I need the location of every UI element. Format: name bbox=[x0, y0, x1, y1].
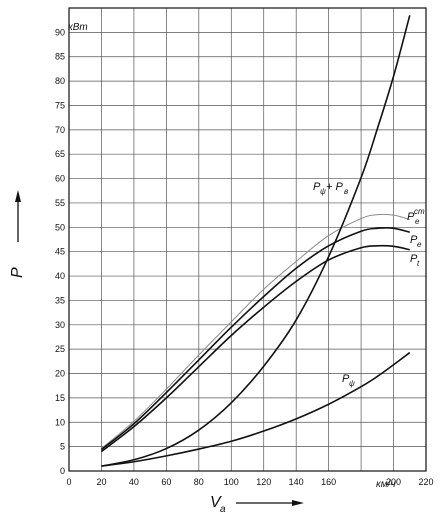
svg-text:P: P bbox=[410, 253, 418, 265]
x-tick-label: 140 bbox=[289, 477, 304, 487]
svg-text:ст: ст bbox=[414, 207, 425, 216]
svg-text:P: P bbox=[342, 373, 350, 385]
series-layer bbox=[100, 15, 411, 467]
y-tick-label: 65 bbox=[55, 149, 65, 159]
label-pst: P ст e bbox=[407, 207, 425, 226]
series-p-psi-plus-p-w bbox=[101, 15, 411, 467]
svg-text:P: P bbox=[410, 234, 418, 246]
y-axis-arrow-head bbox=[15, 190, 21, 202]
label-pt: P t bbox=[410, 253, 420, 268]
y-tick-label: 70 bbox=[55, 125, 65, 135]
x-tick-label: 40 bbox=[129, 477, 139, 487]
grid-layer bbox=[69, 8, 426, 471]
y-tick-label: 10 bbox=[55, 417, 65, 427]
x-tick-label: 100 bbox=[224, 477, 239, 487]
y-axis-title: P bbox=[9, 267, 26, 278]
y-tick-label: 90 bbox=[55, 27, 65, 37]
x-unit-label: км/ч bbox=[376, 479, 396, 490]
y-tick-label: 0 bbox=[60, 466, 65, 476]
svg-text:ψ: ψ bbox=[320, 187, 326, 196]
series-p-t bbox=[100, 244, 410, 453]
y-unit-label: кВт bbox=[68, 22, 88, 33]
x-tick-label: 60 bbox=[161, 477, 171, 487]
y-tick-label: 75 bbox=[55, 100, 65, 110]
x-axis-arrow-head bbox=[292, 500, 304, 506]
label-sum: P ψ + P в bbox=[313, 181, 348, 196]
series-p-e bbox=[100, 227, 410, 451]
svg-text:+ P: + P bbox=[326, 181, 343, 193]
curve-labels: кВт км/ч P V a P ψ + P в P ст e P e bbox=[9, 22, 425, 515]
label-pe: P e bbox=[410, 234, 422, 249]
y-tick-label: 5 bbox=[60, 442, 65, 452]
x-tick-label: 0 bbox=[66, 477, 71, 487]
y-tick-label: 15 bbox=[55, 393, 65, 403]
svg-text:P: P bbox=[313, 181, 321, 193]
x-tick-label: 220 bbox=[418, 477, 433, 487]
y-tick-label: 45 bbox=[55, 247, 65, 257]
x-tick-label: 120 bbox=[256, 477, 271, 487]
plot-border bbox=[68, 7, 427, 472]
y-tick-label: 60 bbox=[55, 174, 65, 184]
y-tick-label: 40 bbox=[55, 271, 65, 281]
x-tick-label: 200 bbox=[386, 477, 401, 487]
x-tick-label: 20 bbox=[96, 477, 106, 487]
x-axis-title-sub: a bbox=[220, 504, 226, 515]
x-tick-label: 160 bbox=[321, 477, 336, 487]
y-tick-label: 80 bbox=[55, 76, 65, 86]
y-tick-label: 20 bbox=[55, 369, 65, 379]
y-tick-label: 50 bbox=[55, 222, 65, 232]
x-axis-title: V bbox=[210, 494, 222, 511]
tick-labels: 0 20 40 60 80 100 120 140 160 200 220 0 5 10 15 20 25 30 3… bbox=[55, 27, 434, 487]
y-tick-label: 85 bbox=[55, 52, 65, 62]
x-tick-label: 80 bbox=[194, 477, 204, 487]
svg-text:e: e bbox=[415, 217, 420, 226]
series-p-psi bbox=[101, 351, 411, 467]
plot-frame bbox=[68, 7, 427, 472]
y-tick-label: 35 bbox=[55, 295, 65, 305]
svg-text:P: P bbox=[407, 211, 415, 223]
svg-text:e: e bbox=[417, 240, 422, 249]
y-tick-label: 25 bbox=[55, 344, 65, 354]
y-tick-label: 30 bbox=[55, 320, 65, 330]
label-ppsi: P ψ bbox=[342, 373, 355, 388]
svg-text:ψ: ψ bbox=[349, 379, 355, 388]
series-p-st-e bbox=[101, 213, 410, 449]
svg-text:t: t bbox=[417, 259, 420, 268]
y-tick-label: 55 bbox=[55, 198, 65, 208]
svg-text:в: в bbox=[344, 187, 348, 196]
